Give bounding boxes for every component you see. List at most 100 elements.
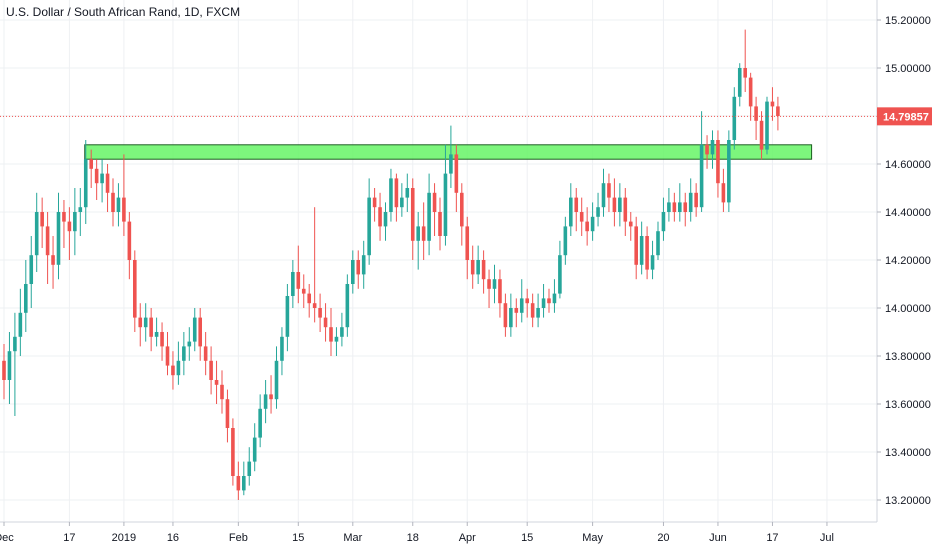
candle-body xyxy=(361,255,366,275)
candle-down xyxy=(105,164,110,212)
y-tick-label: 14.40000 xyxy=(885,207,931,219)
candle-down xyxy=(269,375,273,414)
candle-body xyxy=(89,159,93,169)
candle-body xyxy=(410,188,415,241)
candle-up xyxy=(34,192,39,272)
candle-body xyxy=(438,212,442,236)
candle-body xyxy=(498,279,502,304)
candle-body xyxy=(569,197,573,227)
candle-body xyxy=(465,226,470,260)
candle-body xyxy=(122,197,126,222)
candle-up xyxy=(650,240,655,280)
candle-up xyxy=(13,312,17,416)
candle-up xyxy=(727,130,731,212)
candle-up xyxy=(100,159,104,203)
x-tick-label: 17 xyxy=(766,532,778,544)
x-tick-label: May xyxy=(582,532,603,544)
candle-up xyxy=(492,264,497,304)
candle-body xyxy=(694,192,698,208)
x-tick-label: 2019 xyxy=(112,532,136,544)
candle-body xyxy=(683,202,688,212)
candle-up xyxy=(383,202,388,241)
candle-down xyxy=(503,293,508,337)
candle-down xyxy=(89,149,93,188)
candle-down xyxy=(198,308,202,361)
candle-body xyxy=(176,360,181,376)
candle-down xyxy=(470,245,475,289)
candle-down xyxy=(705,135,709,169)
y-tick-label: 13.20000 xyxy=(885,495,931,507)
candle-body xyxy=(7,351,12,380)
candle-body xyxy=(252,437,257,462)
candle-up xyxy=(590,202,595,241)
candle-down xyxy=(759,111,764,160)
candle-up xyxy=(536,293,540,328)
candle-up xyxy=(427,173,431,256)
candle-up xyxy=(656,221,660,260)
candle-down xyxy=(634,216,638,280)
candle-down xyxy=(465,216,470,280)
candle-up xyxy=(263,380,268,424)
candle-up xyxy=(710,130,715,169)
candle-up xyxy=(443,144,448,246)
candle-down xyxy=(585,207,589,246)
candle-up xyxy=(563,216,568,265)
candle-body xyxy=(558,255,562,294)
candle-up xyxy=(509,293,513,337)
candle-up xyxy=(73,188,77,256)
candle-up xyxy=(732,87,737,150)
candle-body xyxy=(737,68,742,97)
candle-body xyxy=(182,346,186,361)
candle-body xyxy=(519,298,524,313)
candle-up xyxy=(7,332,12,404)
candle-body xyxy=(487,279,491,289)
candle-body xyxy=(356,260,361,275)
candle-down xyxy=(574,188,579,232)
candle-body xyxy=(285,296,290,337)
candle-body xyxy=(160,332,164,347)
candle-body xyxy=(18,312,23,337)
candle-body xyxy=(247,461,252,476)
candle-body xyxy=(716,140,720,184)
candle-down xyxy=(481,250,486,294)
candle-body xyxy=(51,255,55,265)
candle-body xyxy=(83,159,88,208)
candle-up xyxy=(56,192,61,280)
candle-up xyxy=(176,341,181,385)
candle-body xyxy=(345,284,350,328)
candle-body xyxy=(503,303,508,328)
candle-up xyxy=(291,260,295,308)
x-tick-label: Jun xyxy=(709,532,727,544)
candle-body xyxy=(143,317,148,328)
candle-body xyxy=(291,272,295,296)
candle-down xyxy=(356,250,361,289)
candle-down xyxy=(460,183,464,246)
candle-body xyxy=(192,317,197,342)
candle-down xyxy=(514,298,519,328)
last-price-badge: 14.79857 xyxy=(877,107,932,126)
candle-up xyxy=(400,183,404,217)
candle-body xyxy=(29,255,34,284)
x-tick-label: 17 xyxy=(63,532,75,544)
candle-down xyxy=(623,188,628,236)
x-tick-label: Jul xyxy=(820,532,834,544)
candle-body xyxy=(541,298,546,308)
candle-body xyxy=(2,360,6,380)
candle-body xyxy=(476,260,480,275)
candle-body xyxy=(225,399,230,428)
candle-down xyxy=(487,269,491,308)
candle-down xyxy=(743,29,747,92)
candle-down xyxy=(421,202,426,260)
candle-body xyxy=(618,197,622,212)
candle-body xyxy=(400,197,404,208)
candle-down xyxy=(329,308,333,356)
candle-body xyxy=(759,120,764,150)
candle-body xyxy=(514,308,519,313)
candle-body xyxy=(743,68,747,78)
candle-up xyxy=(618,183,622,227)
candle-body xyxy=(427,192,431,241)
candle-body xyxy=(754,106,758,121)
candle-up xyxy=(367,178,371,265)
candle-body xyxy=(116,197,121,212)
candle-body xyxy=(13,336,17,352)
